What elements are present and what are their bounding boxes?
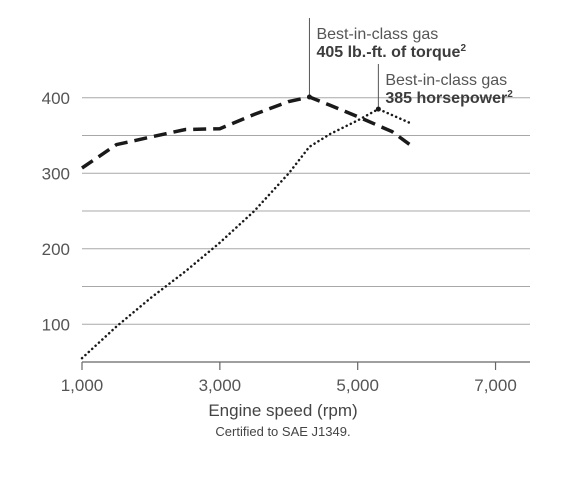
annotation-marker [306, 94, 312, 100]
x-tick-label: 3,000 [199, 376, 242, 395]
axis-layer: 100 200 300 400 1,000 3,000 5,000 7,000 [42, 89, 530, 395]
x-tick-label: 7,000 [474, 376, 517, 395]
grid-layer [82, 97, 530, 325]
annotation-line1: Best-in-class gas [385, 72, 507, 89]
horsepower-line [80, 107, 415, 360]
engine-chart: 100 200 300 400 1,000 3,000 5,000 7,000 Best-in… [42, 18, 530, 395]
annotation-line1: Best-in-class gas [316, 26, 438, 43]
annotation-marker [375, 106, 381, 112]
annotation-line2: 385 horsepower2 [385, 89, 513, 107]
x-axis-title: Engine speed (rpm) [208, 401, 358, 420]
x-tick-label: 1,000 [61, 376, 104, 395]
series-layer [80, 95, 415, 360]
y-tick-label: 400 [42, 89, 70, 108]
y-tick-label: 100 [42, 315, 70, 334]
x-tick-label: 5,000 [336, 376, 379, 395]
y-tick-label: 200 [42, 240, 70, 259]
y-tick-label: 300 [42, 164, 70, 183]
certification-note: Certified to SAE J1349. [215, 424, 351, 439]
torque-line [81, 95, 414, 170]
annotation-line2: 405 lb.-ft. of torque2 [316, 43, 466, 61]
